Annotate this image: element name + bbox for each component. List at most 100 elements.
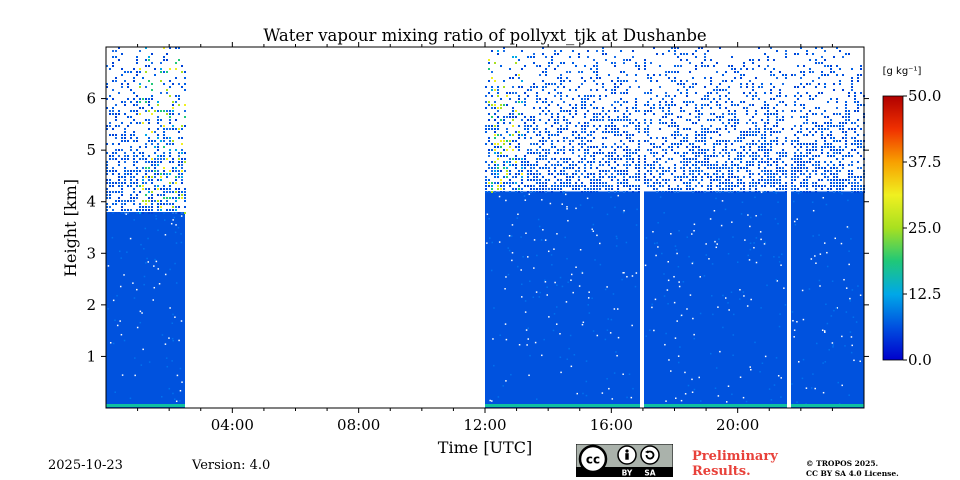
heatmap-cell	[781, 253, 783, 255]
heatmap-cell	[830, 146, 832, 148]
heatmap-cell	[701, 191, 703, 193]
heatmap-cell	[530, 86, 532, 88]
heatmap-cell	[584, 137, 586, 139]
heatmap-cell	[740, 68, 742, 70]
heatmap-cell	[121, 209, 123, 211]
heatmap-cell	[860, 188, 862, 190]
heatmap-cell	[599, 113, 601, 115]
heatmap-cell	[130, 194, 132, 196]
heatmap-cell	[166, 365, 169, 368]
heatmap-cell	[612, 293, 615, 295]
heatmap-cell	[145, 158, 147, 160]
heatmap-cell	[521, 50, 523, 52]
heatmap-cell	[689, 62, 691, 64]
heatmap-cell	[680, 80, 682, 82]
heatmap-cell	[166, 113, 168, 115]
heatmap-cell	[649, 329, 651, 331]
heatmap-cell	[713, 179, 715, 181]
heatmap-cell	[812, 143, 814, 145]
heatmap-cell	[719, 47, 721, 49]
heatmap-cell	[819, 253, 822, 255]
heatmap-cell	[560, 77, 562, 79]
heatmap-cell	[650, 143, 652, 145]
heatmap-cell	[854, 98, 856, 100]
heatmap-cell	[139, 152, 141, 154]
heatmap-cell	[707, 149, 709, 151]
heatmap-cell	[500, 182, 502, 184]
heatmap-cell	[560, 62, 562, 64]
heatmap-cell	[602, 86, 604, 88]
heatmap-cell	[572, 161, 574, 163]
heatmap-cell	[494, 164, 496, 166]
heatmap-cell	[557, 173, 559, 175]
heatmap-cell	[599, 173, 601, 175]
heatmap-cell	[512, 182, 514, 184]
heatmap-cell	[145, 200, 147, 202]
heatmap-cell	[730, 291, 733, 293]
heatmap-cell	[540, 239, 543, 241]
heatmap-cell	[503, 164, 505, 166]
heatmap-cell	[644, 161, 646, 163]
heatmap-cell	[783, 287, 785, 289]
heatmap-cell	[545, 188, 547, 190]
heatmap-cell	[803, 164, 805, 166]
heatmap-cell	[579, 248, 582, 251]
heatmap-cell	[533, 173, 535, 175]
heatmap-cell	[148, 191, 150, 193]
heatmap-cell	[761, 83, 763, 85]
heatmap-cell	[644, 128, 646, 130]
heatmap-cell	[794, 191, 796, 193]
heatmap-cell	[806, 92, 808, 94]
heatmap-cell	[133, 200, 135, 202]
heatmap-cell	[617, 185, 619, 187]
heatmap-cell	[800, 155, 802, 157]
heatmap-cell	[136, 182, 138, 184]
heatmap-cell	[665, 149, 667, 151]
heatmap-cell	[584, 167, 586, 169]
heatmap-cell	[584, 101, 586, 103]
heatmap-cell	[674, 104, 676, 106]
heatmap-cell	[554, 188, 556, 190]
heatmap-cell	[839, 80, 841, 82]
heatmap-cell	[677, 56, 679, 58]
heatmap-cell	[821, 131, 823, 133]
heatmap-cell	[713, 146, 715, 148]
heatmap-cell	[674, 125, 676, 127]
heatmap-cell	[509, 77, 511, 79]
heatmap-cell	[175, 206, 177, 208]
heatmap-cell	[497, 122, 499, 124]
heatmap-cell	[172, 110, 174, 112]
heatmap-cell	[515, 155, 517, 157]
heatmap-cell	[659, 146, 661, 148]
heatmap-cell	[662, 185, 664, 187]
heatmap-cell	[728, 65, 730, 67]
heatmap-cell	[854, 128, 856, 130]
heatmap-cell	[710, 167, 712, 169]
heatmap-cell	[533, 56, 535, 58]
heatmap-cell	[489, 399, 491, 402]
heatmap-cell	[701, 152, 703, 154]
heatmap-cell	[854, 143, 856, 145]
heatmap-cell	[491, 170, 493, 172]
heatmap-cell	[845, 104, 847, 106]
heatmap-cell	[611, 158, 613, 160]
heatmap-cell	[121, 53, 123, 55]
heatmap-cell	[172, 219, 174, 221]
heatmap-cell	[179, 389, 182, 392]
heatmap-cell	[184, 212, 186, 214]
heatmap-cell	[736, 261, 739, 263]
heatmap-cell	[782, 155, 784, 157]
heatmap-cell	[626, 170, 628, 172]
heatmap-cell	[752, 164, 754, 166]
heatmap-cell	[740, 167, 742, 169]
heatmap-cell	[596, 334, 599, 337]
heatmap-cell	[136, 113, 138, 115]
heatmap-cell	[644, 164, 646, 166]
heatmap-cell	[698, 173, 700, 175]
heatmap-cell	[599, 176, 601, 178]
heatmap-cell	[578, 86, 580, 88]
heatmap-cell	[573, 353, 576, 356]
heatmap-cell	[584, 104, 586, 106]
heatmap-cell	[626, 167, 628, 169]
heatmap-cell	[602, 143, 604, 145]
